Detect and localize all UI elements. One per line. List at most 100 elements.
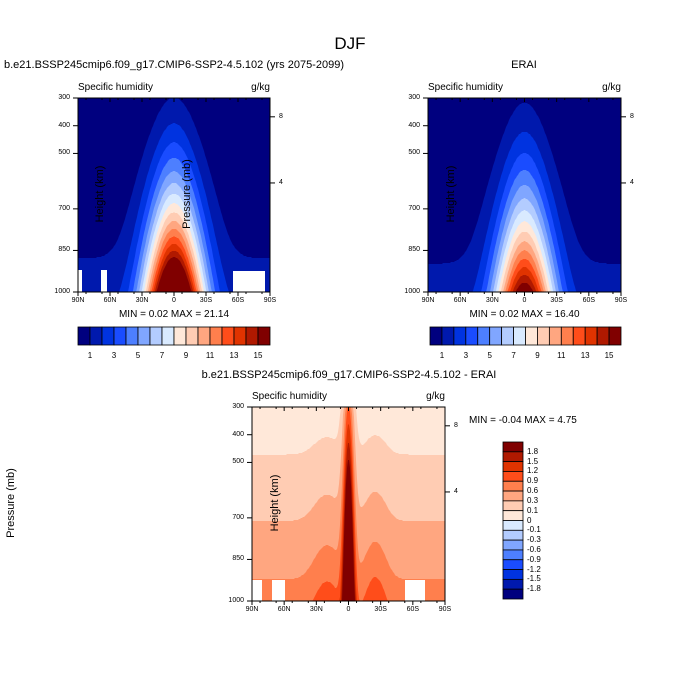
x-tick-label: 90N — [71, 297, 85, 304]
y-right-tick-label: 8 — [454, 421, 458, 429]
colorbar-box — [233, 326, 247, 346]
y-tick-label: 1000 — [54, 288, 70, 295]
missing-data-region — [101, 270, 107, 292]
x-tick-label: 30N — [309, 606, 323, 613]
y-right-tick-label: 8 — [630, 112, 634, 120]
colorbar-box — [502, 510, 524, 521]
colorbar-box — [502, 490, 524, 502]
y-tick-label: 400 — [408, 121, 420, 129]
colorbar-label: 1 — [87, 351, 93, 360]
colorbar — [502, 441, 524, 600]
y-axis-label: Pressure (mb) — [181, 159, 193, 229]
colorbar-label: 3 — [463, 351, 469, 360]
panel-title: b.e21.BSSP245cmip6.f09_g17.CMIP6-SSP2-4.… — [4, 59, 344, 71]
missing-data-region — [78, 270, 82, 292]
colorbar-box — [584, 326, 598, 346]
colorbar-box — [502, 539, 524, 551]
colorbar-box — [501, 326, 514, 346]
chart-panel-3 — [247, 406, 524, 605]
colorbar — [429, 326, 622, 346]
y-tick-label: 700 — [408, 204, 420, 212]
colorbar-box — [560, 326, 574, 346]
min-max-stats: MIN = -0.04 MAX = 4.75 — [469, 415, 577, 426]
colorbar-box — [537, 326, 550, 346]
x-tick-label: 60S — [406, 606, 420, 613]
contour-band-15 — [252, 460, 445, 601]
x-tick-label: 60N — [277, 606, 291, 613]
x-tick-label: 60N — [103, 297, 117, 304]
colorbar-box — [502, 549, 524, 561]
x-tick-label: 90N — [421, 297, 435, 304]
right-string: g/kg — [602, 82, 621, 93]
y-tick-label: 400 — [58, 121, 70, 129]
x-tick-label: 0 — [172, 297, 176, 304]
colorbar-label: 3 — [111, 351, 117, 360]
contour-band-15 — [78, 257, 270, 292]
x-tick-label: 30S — [199, 297, 213, 304]
colorbar-box — [502, 588, 524, 600]
colorbar-box — [245, 326, 259, 346]
colorbar-box — [502, 529, 524, 541]
colorbar-box — [113, 326, 127, 346]
y-right-tick-label: 8 — [279, 112, 283, 120]
y-tick-label: 500 — [232, 458, 244, 466]
min-max-stats: MIN = 0.02 MAX = 16.40 — [469, 309, 580, 320]
left-string: Specific humidity — [252, 391, 328, 402]
y-tick-label: 500 — [408, 149, 420, 157]
colorbar-box — [608, 326, 622, 346]
colorbar-label: 13 — [580, 351, 590, 360]
colorbar-box — [149, 326, 163, 346]
colorbar-box — [548, 326, 562, 346]
colorbar-label: 7 — [159, 351, 165, 360]
colorbar-box — [125, 326, 139, 346]
y-tick-label: 300 — [408, 94, 420, 101]
right-string: g/kg — [251, 82, 270, 93]
y-right-axis-label: Height (km) — [269, 474, 281, 532]
y-tick-label: 850 — [58, 246, 70, 254]
colorbar-label: 1.5 — [527, 456, 539, 466]
colorbar-label: 7 — [511, 351, 516, 360]
x-tick-label: 0 — [522, 297, 527, 304]
figure-title: DJF — [334, 34, 366, 53]
y-tick-label: 850 — [408, 246, 420, 254]
y-axis-label: Pressure (mb) — [5, 468, 17, 538]
colorbar-label: -1.2 — [527, 564, 541, 574]
colorbar-label: 0.9 — [527, 476, 539, 486]
x-tick-label: 30N — [135, 297, 149, 304]
colorbar-label: 0.6 — [527, 486, 539, 496]
colorbar-label: 1.2 — [527, 466, 539, 476]
colorbar-label: 11 — [205, 351, 215, 360]
colorbar-label: 15 — [253, 351, 263, 360]
missing-data-region — [233, 271, 265, 292]
y-tick-label: 500 — [58, 149, 70, 157]
colorbar-box — [489, 326, 503, 346]
colorbar-label: 15 — [604, 351, 614, 360]
min-max-stats: MIN = 0.02 MAX = 21.14 — [118, 309, 230, 320]
colorbar-label: -0.9 — [527, 554, 541, 564]
y-tick-label: 700 — [232, 513, 244, 521]
left-string: Specific humidity — [428, 82, 504, 93]
x-tick-label: 0 — [346, 606, 351, 613]
x-tick-label: 60N — [453, 297, 467, 304]
panel-title: ERAI — [511, 59, 537, 71]
colorbar-box — [257, 326, 271, 346]
x-tick-label: 30S — [550, 297, 563, 304]
colorbar-label: 0.3 — [527, 495, 539, 505]
chart-panel-1 — [73, 97, 275, 346]
y-right-axis-label: Height (km) — [445, 165, 457, 223]
colorbar-label: 5 — [487, 351, 492, 360]
colorbar-box — [502, 451, 524, 463]
colorbar-box — [502, 441, 524, 453]
y-tick-label: 300 — [232, 403, 244, 410]
y-right-tick-label: 4 — [630, 178, 634, 186]
colorbar-box — [525, 326, 538, 346]
colorbar-label: -0.6 — [527, 544, 541, 554]
missing-data-region — [272, 580, 285, 601]
y-tick-label: 1000 — [404, 288, 420, 295]
colorbar-box — [477, 326, 491, 346]
x-tick-label: 90S — [614, 297, 628, 304]
x-tick-label: 90S — [438, 606, 452, 613]
contour-band-15 — [428, 283, 621, 292]
y-tick-label: 1000 — [228, 597, 244, 604]
